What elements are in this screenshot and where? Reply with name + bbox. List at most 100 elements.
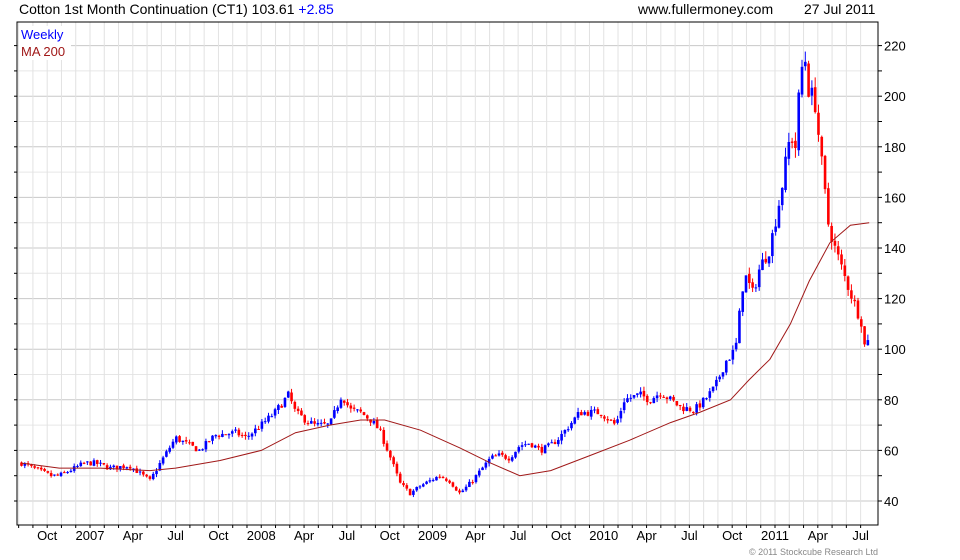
- candle-body: [738, 310, 741, 344]
- candle-body: [850, 290, 853, 299]
- candle-body: [445, 478, 448, 481]
- candle-body: [211, 435, 214, 441]
- candle-body: [115, 465, 119, 470]
- candle-body: [461, 490, 465, 493]
- candle-body: [794, 140, 797, 148]
- candle-body: [310, 421, 313, 424]
- candle-body: [375, 420, 379, 429]
- candle-body: [194, 446, 198, 452]
- candle-body: [764, 258, 768, 263]
- candle-body: [494, 455, 498, 457]
- candle-body: [698, 403, 702, 408]
- candle-body: [527, 443, 530, 445]
- y-tick-label: 200: [884, 89, 906, 104]
- candle-body: [833, 240, 837, 246]
- candle-body: [161, 457, 165, 464]
- candle-body: [204, 441, 208, 450]
- candle-body: [840, 254, 843, 265]
- x-tick-label: Apr: [294, 528, 315, 543]
- candle-body: [280, 405, 283, 408]
- candle-body: [431, 479, 435, 481]
- candle-body: [767, 256, 771, 264]
- candle-body: [247, 435, 251, 437]
- candle-body: [751, 282, 754, 288]
- candle-body: [468, 481, 471, 487]
- candle-body: [135, 468, 139, 473]
- title-text: Cotton 1st Month Continuation (CT1) 103.…: [19, 1, 295, 17]
- candle-body: [642, 390, 646, 397]
- candle-body: [797, 92, 801, 151]
- candle-body: [198, 449, 201, 451]
- candle-body: [158, 462, 162, 471]
- candle-body: [481, 467, 484, 471]
- legend-weekly: Weekly: [21, 27, 64, 42]
- change-value: +2.85: [298, 1, 334, 17]
- y-tick-label: 140: [884, 241, 906, 256]
- candle-body: [448, 480, 451, 483]
- candle-body: [487, 458, 491, 464]
- candle-body: [227, 434, 231, 436]
- candle-body: [563, 429, 567, 434]
- candle-body: [547, 443, 550, 446]
- candle-body: [402, 483, 405, 486]
- copyright: © 2011 Stockcube Research Ltd: [748, 547, 878, 557]
- candle-body: [385, 443, 389, 451]
- candle-body: [573, 417, 577, 424]
- candle-body: [843, 265, 847, 277]
- candle-body: [589, 409, 593, 417]
- candle-body: [810, 87, 814, 96]
- candle-body: [118, 466, 122, 469]
- x-tick-label: Apr: [123, 528, 144, 543]
- candle-body: [207, 441, 211, 443]
- candle-body: [214, 435, 218, 437]
- candle-body: [435, 476, 438, 481]
- candle-body: [438, 476, 442, 478]
- candle-body: [668, 396, 672, 399]
- candle-body: [174, 436, 178, 443]
- candle-body: [846, 276, 850, 290]
- candle-body: [441, 476, 445, 479]
- candle-body: [593, 409, 596, 411]
- candle-body: [300, 410, 303, 416]
- candle-body: [771, 233, 774, 257]
- candle-body: [79, 462, 83, 467]
- x-tick-label: Jul: [167, 528, 184, 543]
- candle-body: [701, 397, 705, 408]
- candle-body: [748, 273, 751, 284]
- x-tick-label: 2009: [418, 528, 447, 543]
- candle-body: [514, 451, 517, 458]
- candle-body: [501, 452, 504, 455]
- y-tick-label: 40: [884, 494, 898, 509]
- candle-body: [181, 440, 185, 442]
- candle-body: [570, 422, 573, 429]
- candle-body: [533, 445, 537, 448]
- candle-body: [497, 453, 501, 456]
- candle-body: [168, 447, 171, 452]
- candle-body: [263, 421, 267, 423]
- candle-body: [428, 480, 432, 482]
- candle-body: [392, 457, 395, 465]
- candle-body: [662, 396, 665, 398]
- candle-body: [820, 136, 824, 157]
- candle-body: [665, 397, 669, 400]
- x-tick-label: Apr: [808, 528, 829, 543]
- candle-body: [188, 442, 191, 444]
- candle-body: [109, 466, 112, 470]
- candle-body: [415, 486, 418, 491]
- candle-body: [626, 398, 629, 402]
- candle-body: [224, 434, 227, 436]
- candle-body: [629, 397, 633, 399]
- x-tick-label: Oct: [380, 528, 401, 543]
- candle-body: [507, 458, 511, 461]
- candle-body: [356, 409, 359, 411]
- candle-body: [92, 460, 96, 466]
- candle-body: [105, 465, 109, 470]
- candle-body: [326, 423, 330, 425]
- candle-body: [329, 418, 333, 425]
- candle-body: [49, 473, 53, 477]
- candle-body: [741, 291, 745, 312]
- candle-body: [33, 466, 36, 468]
- site-url[interactable]: www.fullermoney.com: [638, 1, 774, 17]
- candle-body: [540, 446, 544, 453]
- candle-body: [36, 467, 40, 469]
